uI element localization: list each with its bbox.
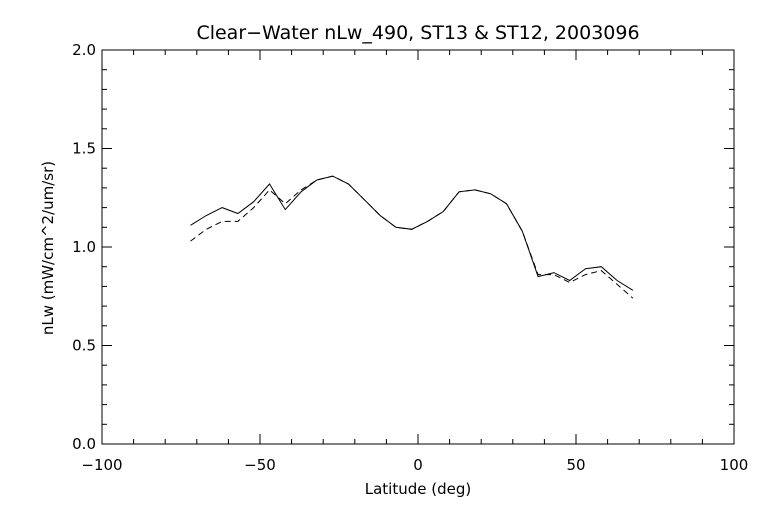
y-tick-label: 0.0 [72, 435, 96, 453]
y-tick-label: 1.0 [72, 238, 96, 256]
series-line-dashed [190, 175, 634, 299]
y-tick-label: 1.5 [72, 140, 96, 158]
plot-area: −100 −50 0 50 100 0.0 0.5 1.0 1.5 2.0 [72, 41, 748, 474]
x-tick-label: 50 [566, 456, 585, 474]
plot-frame [101, 49, 735, 445]
y-tick-label: 2.0 [72, 41, 96, 59]
chart-title: Clear−Water nLw_490, ST13 & ST12, 200309… [196, 22, 639, 44]
y-tick-label: 0.5 [72, 337, 96, 355]
series-line-solid [190, 175, 634, 291]
x-tick-label: −50 [244, 456, 276, 474]
y-axis-title: nLw (mW/cm^2/um/sr) [39, 161, 57, 335]
x-axis-title: Latitude (deg) [365, 480, 471, 498]
x-tick-label: 0 [413, 456, 423, 474]
x-tick-label: −100 [81, 456, 122, 474]
x-tick-label: 100 [720, 456, 749, 474]
